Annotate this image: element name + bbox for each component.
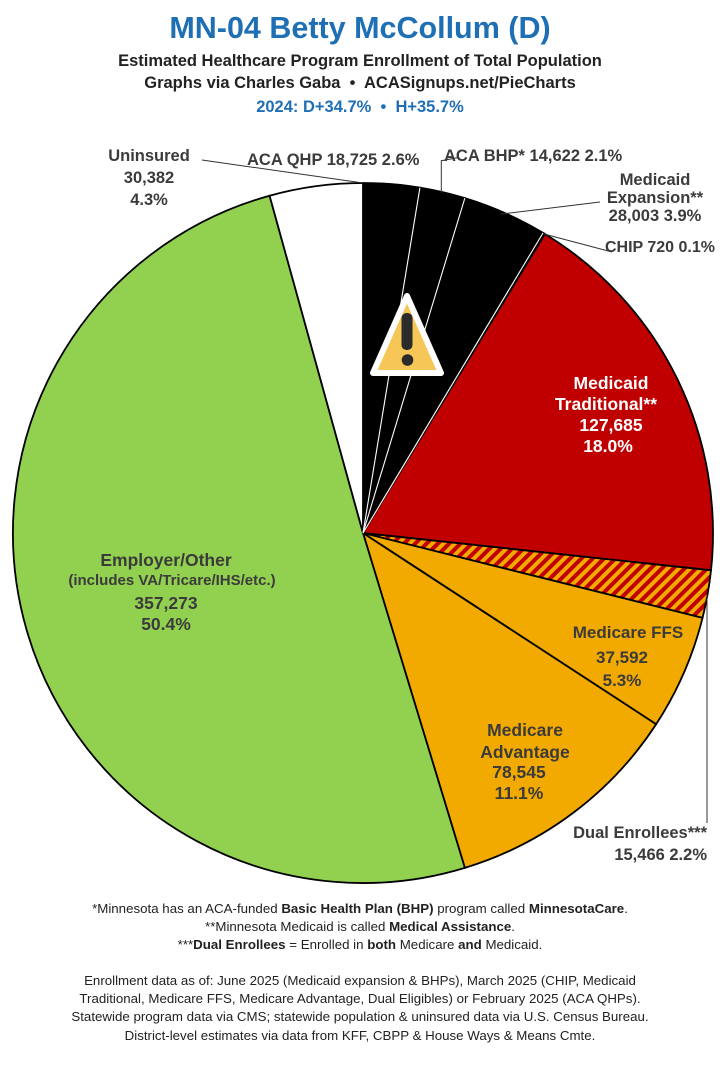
svg-text:Medicare FFS: Medicare FFS xyxy=(573,623,684,642)
svg-text:Traditional**: Traditional** xyxy=(555,394,657,414)
svg-text:Medicare: Medicare xyxy=(487,720,563,740)
svg-text:357,273: 357,273 xyxy=(134,593,198,613)
svg-text:127,685: 127,685 xyxy=(579,415,643,435)
svg-text:18.0%: 18.0% xyxy=(583,436,633,456)
svg-text:11.1%: 11.1% xyxy=(495,783,544,803)
svg-text:Expansion**: Expansion** xyxy=(607,189,704,207)
svg-text:(includes VA/Tricare/IHS/etc.): (includes VA/Tricare/IHS/etc.) xyxy=(68,572,275,589)
svg-text:Medicaid: Medicaid xyxy=(574,373,649,393)
svg-text:Medicaid: Medicaid xyxy=(620,171,691,189)
svg-text:Dual Enrollees***: Dual Enrollees*** xyxy=(573,824,707,842)
svg-text:CHIP 720 0.1%: CHIP 720 0.1% xyxy=(605,239,715,256)
svg-text:Employer/Other: Employer/Other xyxy=(100,550,231,570)
svg-text:Uninsured: Uninsured xyxy=(108,147,190,165)
svg-text:ACA BHP* 14,622 2.1%: ACA BHP* 14,622 2.1% xyxy=(444,147,623,165)
svg-text:4.3%: 4.3% xyxy=(130,191,168,209)
svg-text:37,592: 37,592 xyxy=(596,648,648,667)
svg-text:78,545: 78,545 xyxy=(492,762,546,782)
svg-text:50.4%: 50.4% xyxy=(141,614,191,634)
svg-text:30,382: 30,382 xyxy=(124,169,174,187)
svg-text:Advantage: Advantage xyxy=(480,742,570,762)
svg-text:28,003 3.9%: 28,003 3.9% xyxy=(609,207,702,225)
svg-text:5.3%: 5.3% xyxy=(603,671,642,690)
svg-text:15,466 2.2%: 15,466 2.2% xyxy=(614,846,707,864)
svg-text:ACA QHP 18,725 2.6%: ACA QHP 18,725 2.6% xyxy=(247,151,420,169)
